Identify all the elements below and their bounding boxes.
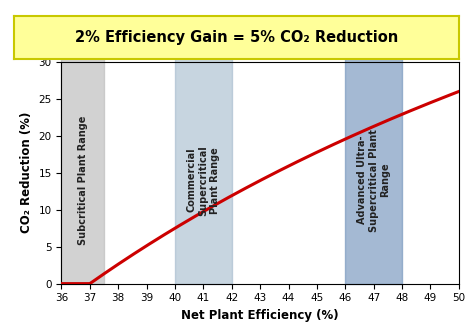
Text: Commercial
Supercritical
Plant Range: Commercial Supercritical Plant Range xyxy=(187,145,220,215)
Bar xyxy=(345,29,402,284)
Y-axis label: CO₂ Reduction (%): CO₂ Reduction (%) xyxy=(20,112,33,233)
Bar xyxy=(175,29,232,284)
Text: 2% Efficiency Gain = 5% CO₂ Reduction: 2% Efficiency Gain = 5% CO₂ Reduction xyxy=(75,30,398,45)
Text: Advanced Ultra-
Supercritical Plant
Range: Advanced Ultra- Supercritical Plant Rang… xyxy=(357,129,390,231)
Bar xyxy=(61,29,104,284)
X-axis label: Net Plant Efficiency (%): Net Plant Efficiency (%) xyxy=(181,309,339,322)
Text: Subcritical Plant Range: Subcritical Plant Range xyxy=(78,115,88,245)
